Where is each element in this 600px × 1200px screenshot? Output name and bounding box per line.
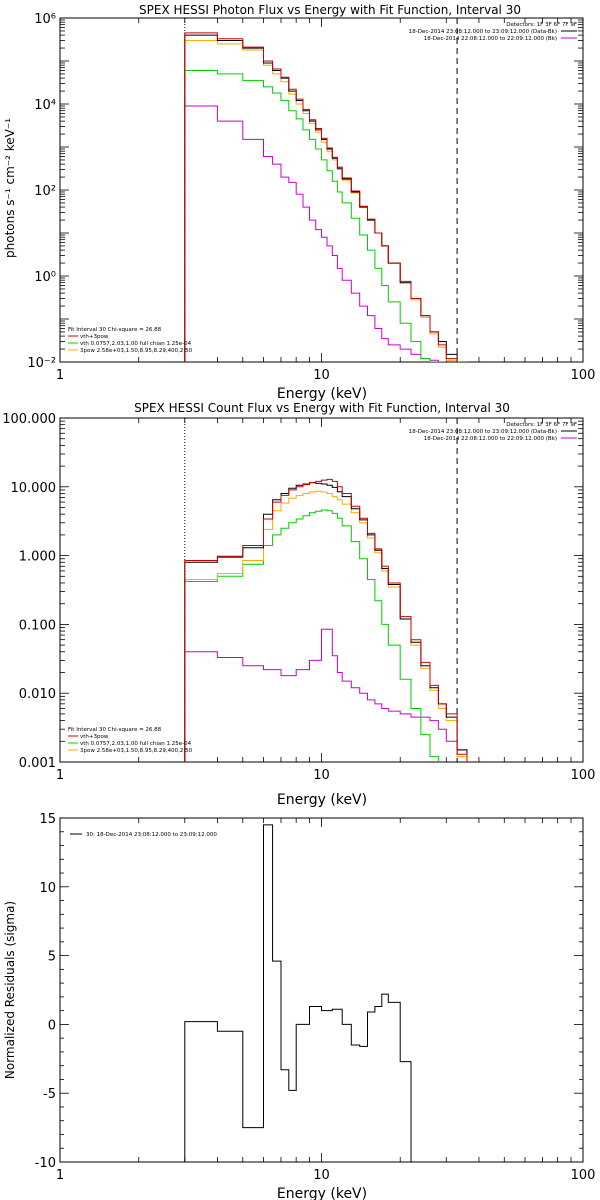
y-tick-label: 15 <box>39 812 56 827</box>
x-tick-label: 1 <box>56 368 64 383</box>
series-3pow <box>184 490 468 762</box>
legend-top-item: 18-Dec-2014 23:08:12.000 to 23:09:12.000… <box>409 29 557 35</box>
legend-top-item: Detectors: 1F 3F 6F 7F 9F <box>506 422 577 428</box>
y-tick-label: 100.000 <box>2 412 56 427</box>
y-tick-label: -10 <box>35 1156 56 1171</box>
y-tick-label: 0.001 <box>19 756 56 771</box>
residuals-panel: Energy (keV) Normalized Residuals (sigma… <box>3 812 595 1200</box>
y-tick-label: 10.000 <box>11 481 57 496</box>
legend-bottom-item: Fit Interval 30 Chi-square = 26.88 <box>68 727 162 733</box>
legend-bottom-item: vth+3pow <box>80 734 109 740</box>
x-tick-label: 10 <box>313 768 330 783</box>
legend-bottom-item: Fit Interval 30 Chi-square = 26.88 <box>68 327 162 333</box>
series-vth-3pow <box>184 32 467 362</box>
photon-flux-panel: SPEX HESSI Photon Flux vs Energy with Fi… <box>3 3 595 402</box>
series-data-bk <box>184 34 467 362</box>
series-residuals <box>184 824 458 1162</box>
plot-frame <box>59 417 584 763</box>
plot-frame <box>59 817 584 1163</box>
y-tick-label: 10⁴ <box>34 98 56 113</box>
y-tick-label: 5 <box>48 950 56 965</box>
series-3pow <box>184 40 467 362</box>
x-tick-label: 100 <box>571 1168 596 1183</box>
x-tick-label: 1 <box>56 768 64 783</box>
residuals-y-label: Normalized Residuals (sigma) <box>3 901 17 1079</box>
y-tick-label: 10⁻² <box>27 356 56 371</box>
count-flux-x-label: Energy (keV) <box>277 792 367 808</box>
count-flux-title: SPEX HESSI Count Flux vs Energy with Fit… <box>134 401 510 415</box>
legend-item: 30: 18-Dec-2014 23:08:12.000 to 23:09:12… <box>86 832 217 838</box>
series-vth <box>184 509 439 762</box>
y-tick-label: 0.010 <box>19 687 56 702</box>
legend-bottom-item: vth 0.0757,2.03,1.00 full chian 1.25e-04 <box>80 341 192 347</box>
y-tick-label: 10 <box>39 881 56 896</box>
y-tick-label: 10² <box>34 184 56 199</box>
legend-bottom-item: 3pow 2.58e+03,1.50,8.95,8.29,400,2.50 <box>80 348 193 354</box>
legend-top-item: Detectors: 1F 3F 6F 7F 9F <box>506 22 577 28</box>
y-tick-label: -5 <box>43 1087 56 1102</box>
x-tick-label: 1 <box>56 1168 64 1183</box>
photon-flux-y-label: photons s⁻¹ cm⁻² keV⁻¹ <box>3 118 17 258</box>
x-tick-label: 10 <box>313 368 330 383</box>
y-tick-label: 1.000 <box>19 550 56 565</box>
series-vth <box>184 70 439 362</box>
legend-bottom-item: 3pow 2.58e+03,1.50,8.95,8.29,400,2.50 <box>80 748 193 754</box>
series-bk <box>184 105 447 362</box>
x-tick-label: 10 <box>313 1168 330 1183</box>
residuals-x-label: Energy (keV) <box>277 1186 367 1200</box>
legend-top-item: 18-Dec-2014 23:08:12.000 to 23:09:12.000… <box>409 429 557 435</box>
count-flux-panel: SPEX HESSI Count Flux vs Energy with Fit… <box>2 401 595 808</box>
photon-flux-title: SPEX HESSI Photon Flux vs Energy with Fi… <box>139 3 521 17</box>
legend-bottom-item: vth+3pow <box>80 334 109 340</box>
x-tick-label: 100 <box>571 368 596 383</box>
y-tick-label: 0 <box>48 1018 56 1033</box>
y-tick-label: 10⁶ <box>34 12 56 27</box>
series-data-bk <box>184 482 468 762</box>
plot-area <box>184 418 468 762</box>
plot-area <box>184 18 467 362</box>
legend-top-item: 18-Dec-2014 22:08:12.000 to 22:09:12.000… <box>424 36 557 42</box>
y-tick-label: 10⁰ <box>34 270 56 285</box>
legend-bottom-item: vth 0.0757,2.03,1.00 full chian 1.25e-04 <box>80 741 192 747</box>
plot-area <box>184 824 458 1162</box>
photon-flux-x-label: Energy (keV) <box>277 386 367 402</box>
plot-frame <box>59 17 584 363</box>
x-tick-label: 100 <box>571 768 596 783</box>
y-tick-label: 0.100 <box>19 618 56 633</box>
series-vth-3pow <box>184 478 468 762</box>
legend-top-item: 18-Dec-2014 22:08:12.000 to 22:09:12.000… <box>424 436 557 442</box>
series-bk <box>184 628 468 762</box>
